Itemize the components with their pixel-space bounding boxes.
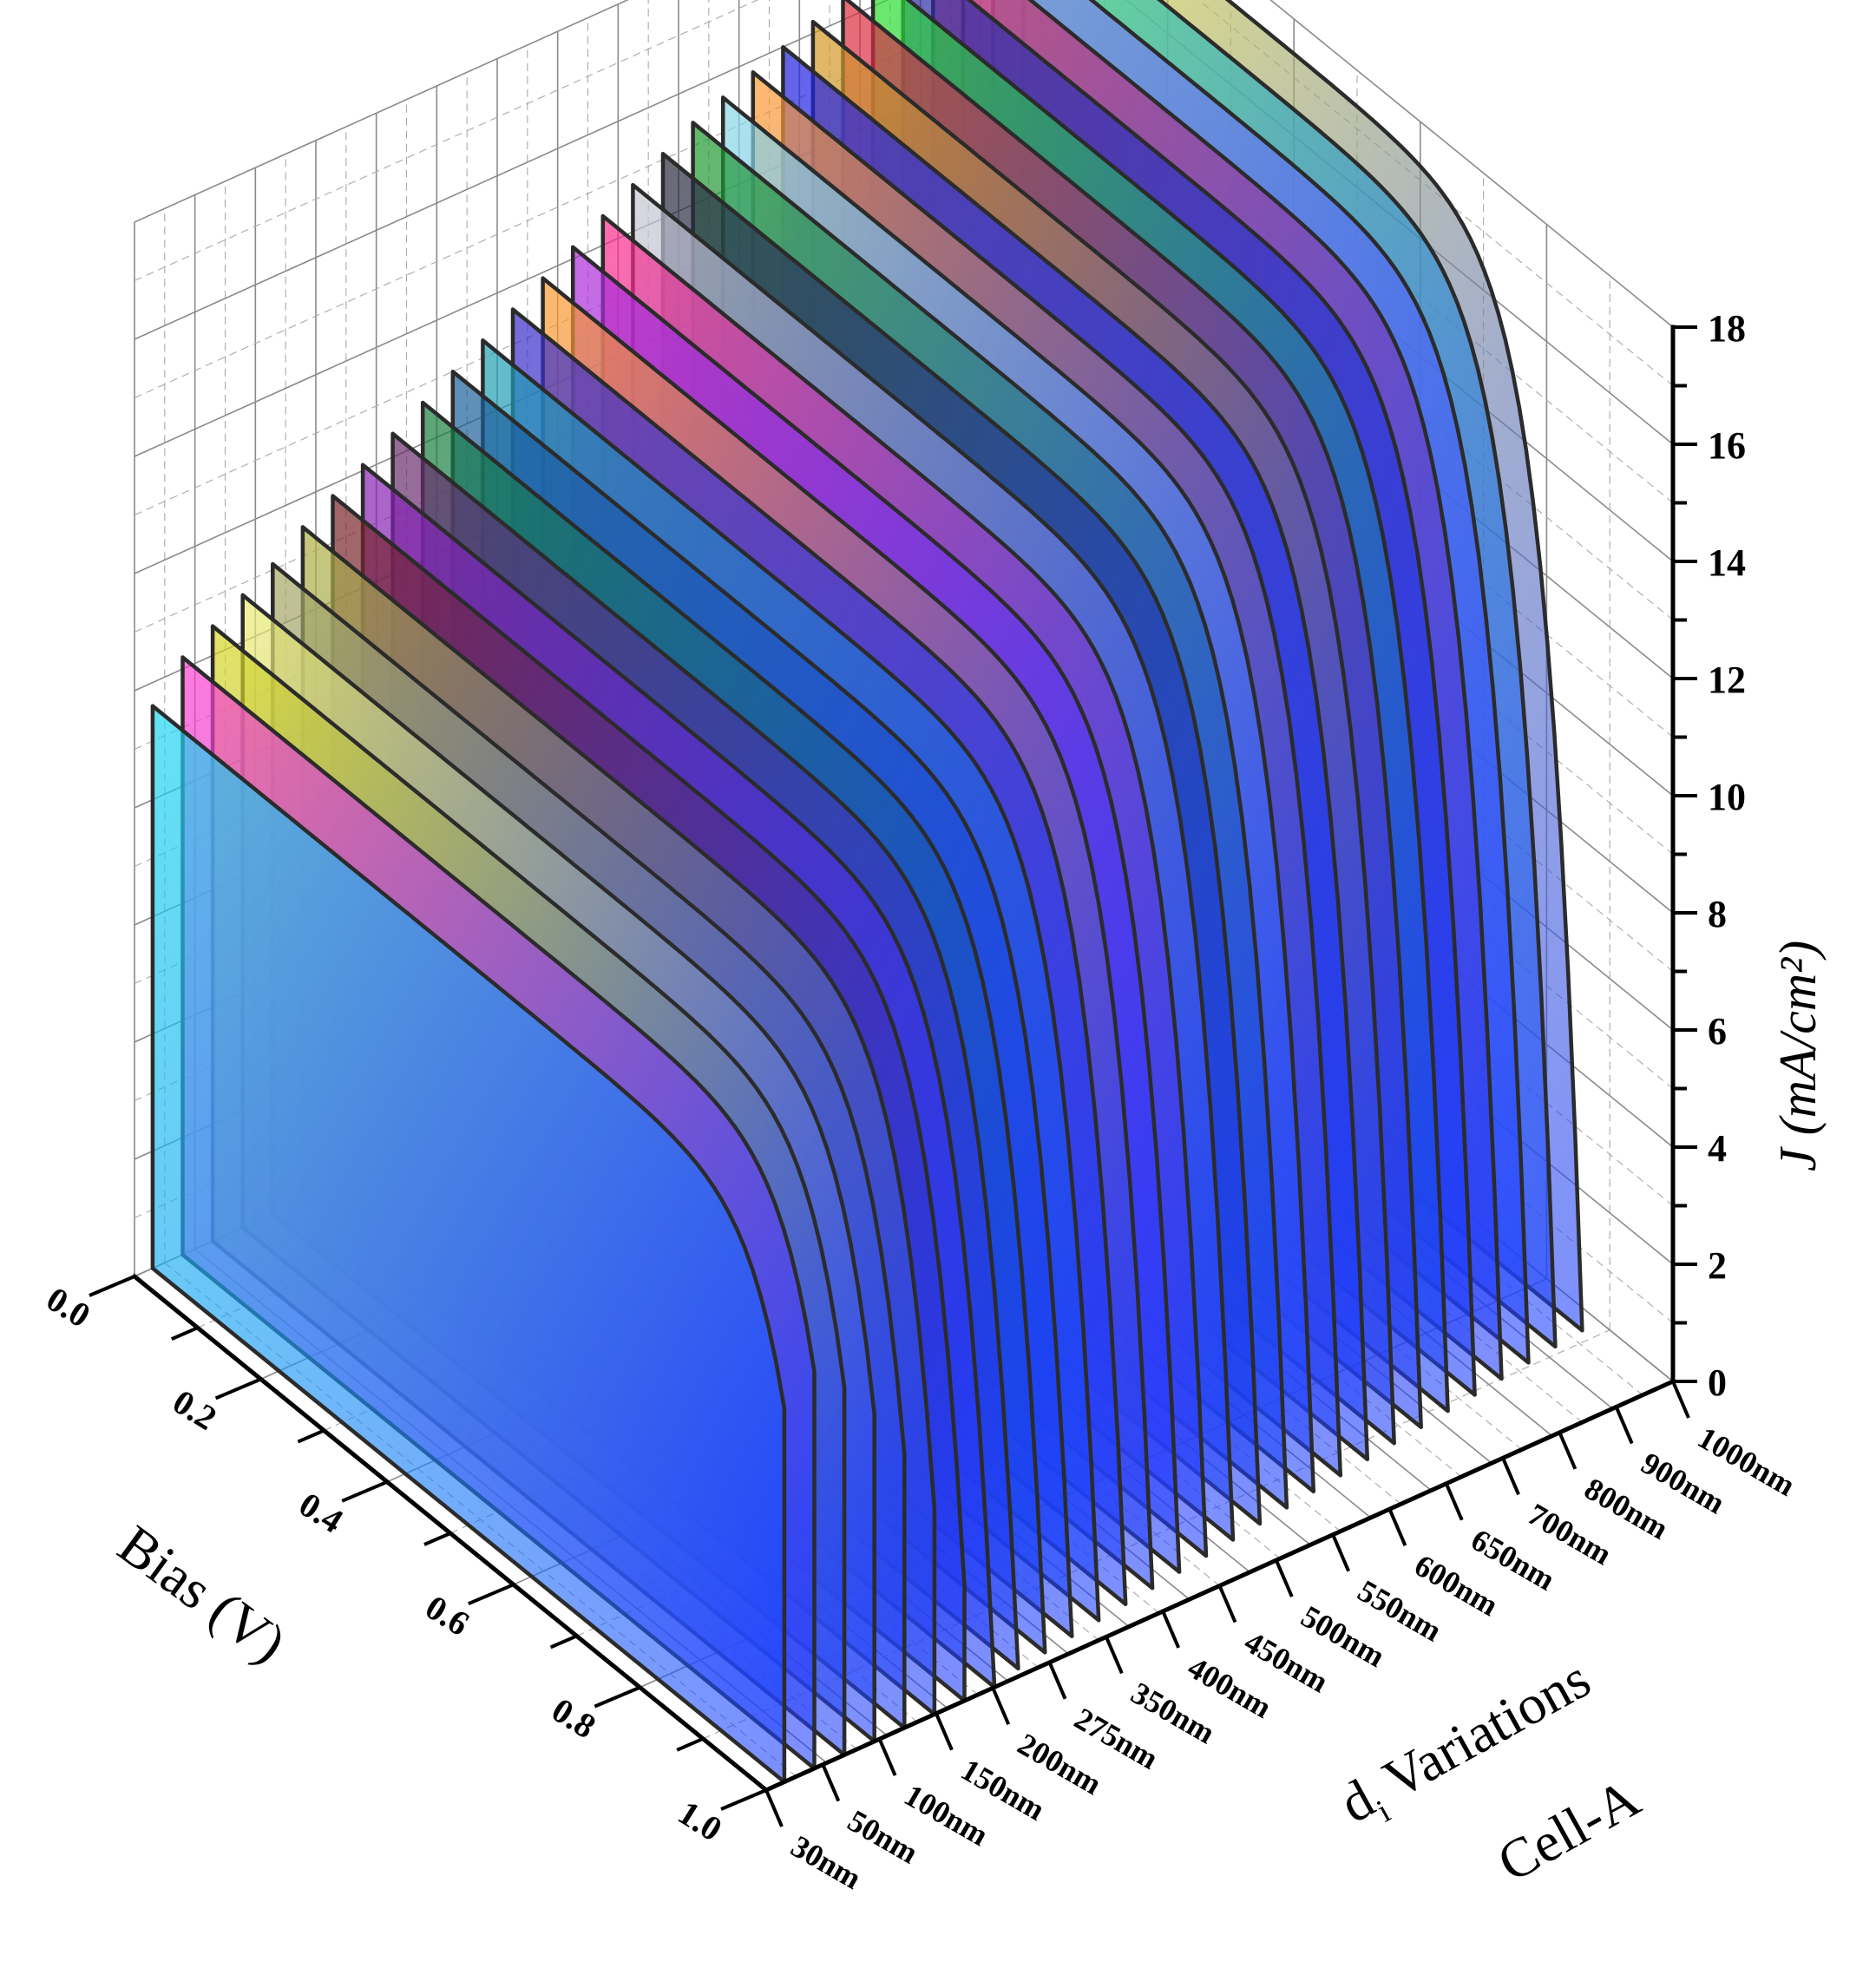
thickness-tick	[764, 1789, 784, 1827]
back-wall-hline	[1269, 0, 1674, 328]
bias-tick	[89, 1275, 135, 1297]
thickness-tick	[1558, 1432, 1578, 1470]
bias-minor-tick	[423, 1532, 451, 1546]
bias-tick	[468, 1583, 515, 1606]
thickness-tick	[1274, 1559, 1294, 1597]
bias-tick-label: 0.6	[419, 1587, 476, 1643]
thickness-tick	[1501, 1457, 1520, 1496]
side-wall-hline	[134, 0, 1019, 399]
jv-curve-slice	[150, 704, 787, 1784]
side-wall-hline	[134, 0, 629, 223]
thickness-tick	[821, 1763, 841, 1802]
cell-label: Cell-A	[1487, 1767, 1650, 1894]
side-wall-hline	[134, 0, 759, 282]
axis-layer	[89, 325, 1697, 1827]
side-wall-hline	[134, 0, 889, 340]
current-tick-label: 10	[1708, 776, 1746, 818]
bias-tick	[594, 1685, 641, 1709]
current-tick-label: 14	[1708, 541, 1746, 584]
current-tick-label: 2	[1708, 1244, 1727, 1287]
bias-axis-title: Bias (V)	[108, 1513, 298, 1675]
thickness-tick	[1331, 1533, 1350, 1572]
thickness-tick	[1387, 1508, 1407, 1546]
current-tick-label: 12	[1708, 659, 1746, 701]
current-tick-label: 4	[1708, 1127, 1727, 1170]
thickness-tick	[991, 1687, 1011, 1726]
thickness-tick	[1161, 1610, 1181, 1649]
current-tick-label: 18	[1708, 307, 1746, 350]
current-tick-label: 16	[1708, 424, 1746, 467]
current-tick-label: 0	[1708, 1361, 1727, 1404]
bias-minor-tick	[171, 1326, 199, 1341]
thickness-tick	[935, 1712, 954, 1751]
thickness-tick	[1047, 1662, 1067, 1700]
bias-tick	[341, 1479, 388, 1503]
thickness-tick	[1217, 1584, 1237, 1624]
bias-tick-label: 0.0	[40, 1279, 97, 1335]
thickness-axis-title-rest: Variations	[1362, 1648, 1600, 1817]
thickness-tick	[1671, 1381, 1690, 1419]
bias-minor-tick	[676, 1736, 704, 1752]
current-tick-label: 8	[1708, 893, 1727, 935]
bias-minor-tick	[297, 1428, 325, 1444]
bias-tick-label: 0.4	[292, 1485, 350, 1541]
thickness-tick	[1444, 1482, 1464, 1521]
bias-minor-tick	[549, 1634, 578, 1650]
thickness-tick	[1105, 1636, 1124, 1675]
current-axis-title: J (mA/cm²)	[1769, 941, 1827, 1171]
current-tick-label: 6	[1708, 1010, 1727, 1053]
thickness-tick	[877, 1738, 897, 1776]
thickness-tick	[1614, 1406, 1634, 1445]
bias-tick	[720, 1788, 767, 1811]
slice-layer	[150, 0, 1584, 1784]
bias-tick-label: 0.2	[166, 1381, 223, 1438]
bias-tick-label: 0.8	[545, 1690, 602, 1747]
bias-tick	[214, 1377, 262, 1400]
bias-tick-label: 1.0	[672, 1793, 729, 1849]
